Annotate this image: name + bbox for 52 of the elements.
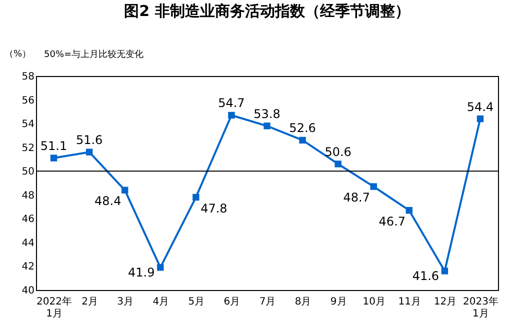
x-tick-label: 9月 <box>330 296 347 308</box>
data-label: 50.6 <box>324 144 352 159</box>
data-label: 51.6 <box>76 133 103 148</box>
x-tick-label: 8月 <box>294 296 312 308</box>
data-label: 46.7 <box>378 214 406 228</box>
data-label: 47.8 <box>200 201 228 216</box>
point <box>121 186 128 194</box>
point <box>192 194 200 201</box>
x-tick-label: 11月 <box>398 296 422 308</box>
y-tick-label: 46 <box>22 214 34 226</box>
y-tick-label: 58 <box>22 72 34 82</box>
point <box>370 183 377 190</box>
x-tick-label: 2月 <box>82 296 98 308</box>
point <box>299 136 306 144</box>
y-tick-label: 50 <box>22 166 34 178</box>
text: 50%=与上月比较无变化 <box>44 49 144 60</box>
point <box>441 268 448 274</box>
y-tick-label: 54 <box>22 119 34 130</box>
data-label: 52.6 <box>289 121 316 136</box>
y-tick-label: 52 <box>22 142 34 154</box>
point <box>86 148 93 156</box>
point <box>157 264 164 271</box>
data-label: 54.4 <box>466 100 494 114</box>
x-tick-label: 2022年 1月 <box>36 296 72 320</box>
point <box>264 122 270 130</box>
data-label: 53.8 <box>254 106 280 121</box>
x-tick-label: 6月 <box>224 296 240 308</box>
data-label: 48.4 <box>94 194 122 208</box>
y-tick-label: 42 <box>22 262 34 273</box>
data-label: 51.1 <box>40 139 68 154</box>
x-tick-label: 2023年 1月 <box>463 296 498 320</box>
x-tick-label: 3月 <box>117 296 134 308</box>
data-label: 54.7 <box>218 96 245 110</box>
x-tick-label: 7月 <box>259 296 276 308</box>
y-tick-label: 48 <box>22 190 34 202</box>
x-tick-label: 12月 <box>434 296 457 308</box>
y-tick-label: 56 <box>22 95 34 106</box>
x-tick-label: 5月 <box>188 296 205 308</box>
data-label: 48.7 <box>343 190 370 205</box>
point <box>228 112 235 119</box>
y-tick-label: 44 <box>22 238 34 249</box>
x-tick-label: 4月 <box>152 296 170 308</box>
data-label: 41.6 <box>412 268 440 283</box>
data-label: 41.9 <box>128 265 155 280</box>
x-tick-label: 10月 <box>362 296 386 308</box>
point <box>476 115 484 122</box>
point <box>334 160 342 168</box>
y-tick-label: 40 <box>22 286 34 296</box>
point <box>406 206 413 214</box>
y-axis-title: （%） <box>4 50 32 60</box>
chart-title: 图2 非制造业商务活动指数（经季节调整） <box>124 2 410 20</box>
point <box>50 154 58 162</box>
